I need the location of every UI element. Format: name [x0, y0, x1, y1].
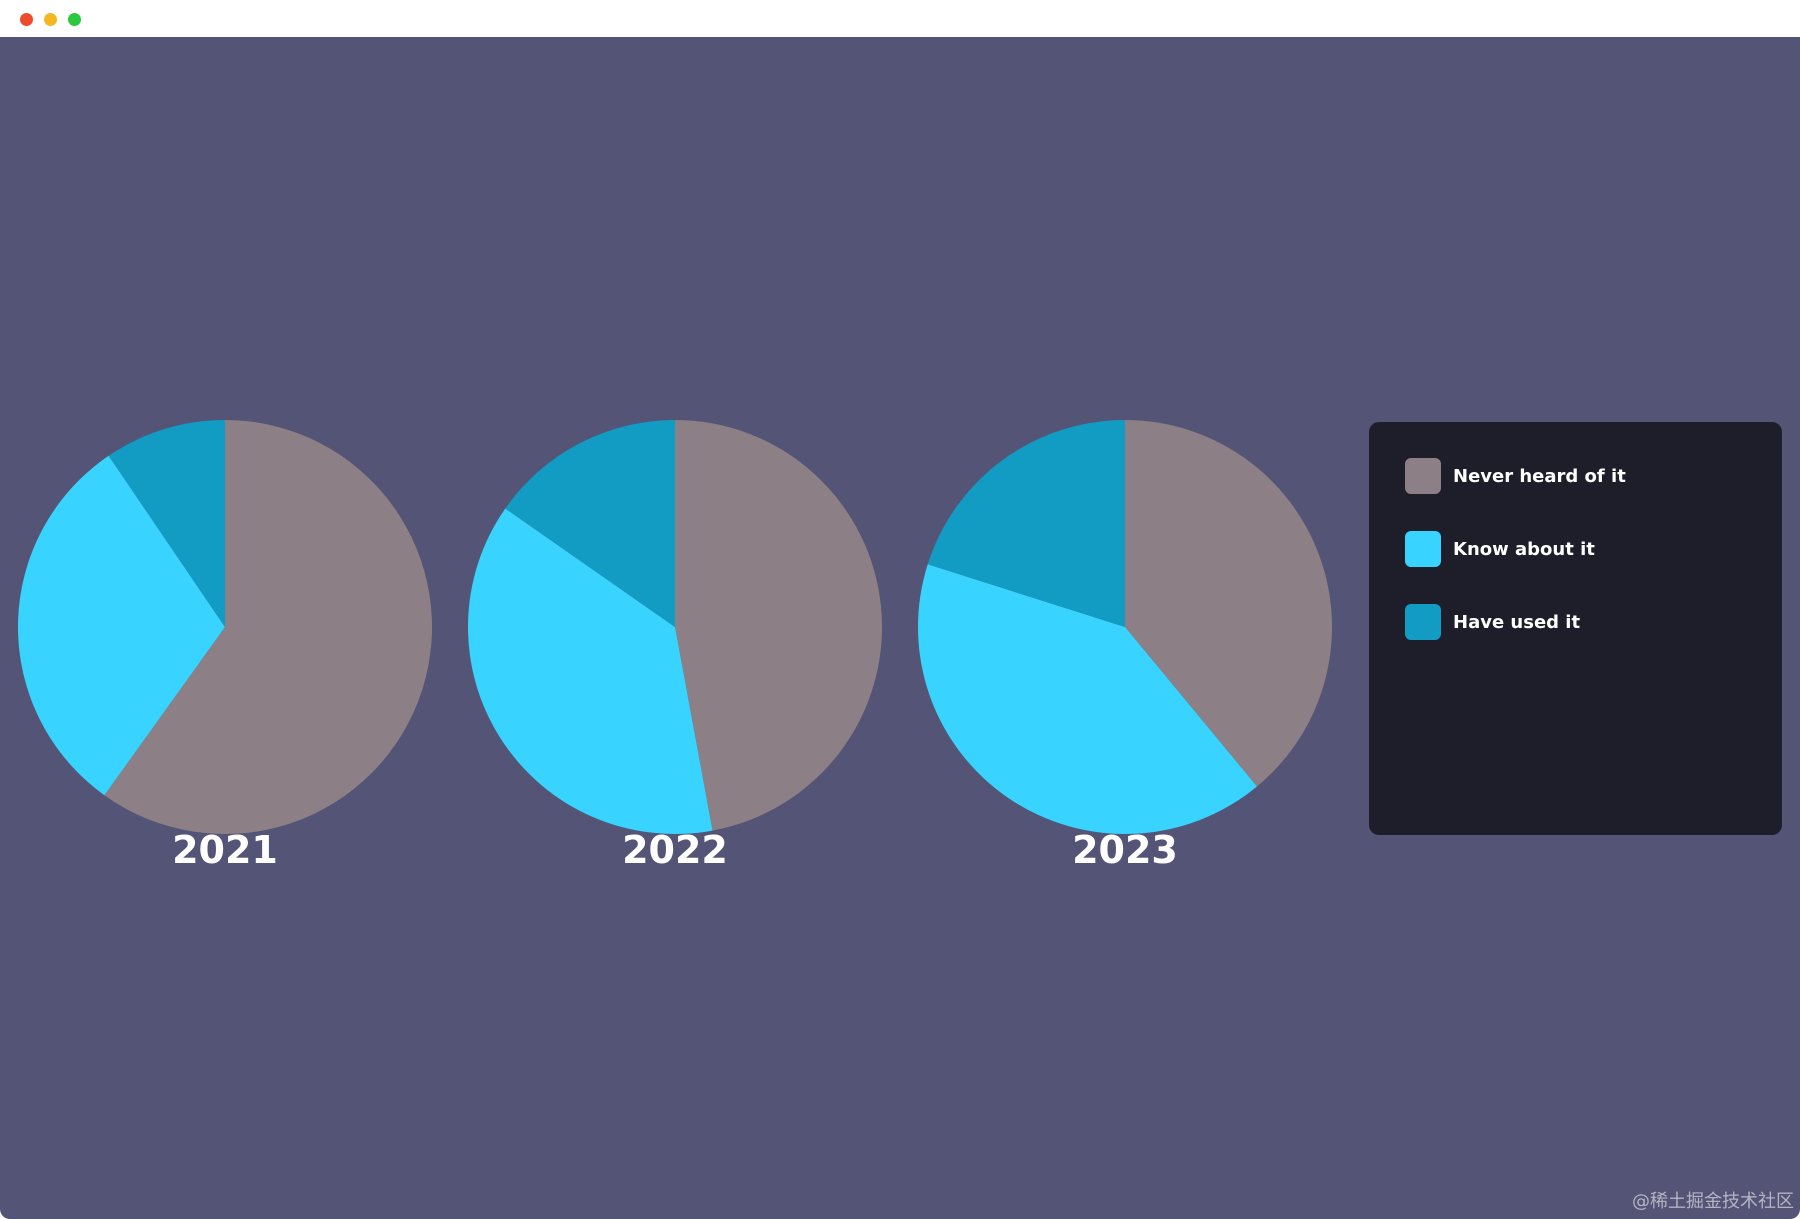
legend-label-have-used: Have used it [1453, 611, 1581, 633]
pie-slice-2021-never[interactable] [104, 420, 433, 834]
pie-slice-2023-know[interactable] [918, 564, 1257, 834]
legend-label-know-about: Know about it [1453, 538, 1595, 560]
pie-chart-2023: 2023 [918, 420, 1332, 872]
legend-swatch-know-about [1405, 531, 1441, 567]
zoom-window-icon[interactable] [68, 13, 81, 26]
pie-slice-2021-know[interactable] [18, 455, 225, 796]
legend-swatch-never-heard [1405, 458, 1441, 494]
close-window-icon[interactable] [20, 13, 33, 26]
pie-slice-2022-never[interactable] [675, 420, 882, 831]
pie-slice-2023-used[interactable] [927, 420, 1125, 627]
legend-label-never-heard: Never heard of it [1453, 465, 1626, 487]
legend-item-never-heard: Never heard of it [1405, 458, 1626, 494]
year-label-2021: 2021 [172, 828, 278, 872]
minimize-window-icon[interactable] [44, 13, 57, 26]
pie-charts: 2021 2022 2023 [18, 420, 1332, 872]
legend-panel: Never heard of it Know about it Have use… [1369, 422, 1782, 835]
pie-slice-2021-used[interactable] [108, 420, 225, 627]
legend-item-have-used: Have used it [1405, 604, 1580, 640]
pie-slice-2022-know[interactable] [467, 508, 713, 834]
pie-chart-2021: 2021 [18, 420, 433, 872]
legend-item-know-about: Know about it [1405, 531, 1595, 567]
watermark-text: @稀土掘金技术社区 [1632, 1191, 1794, 1212]
pie-slice-2023-never[interactable] [1125, 420, 1332, 787]
chart-canvas: 2021 2022 2023 Never heard of it Know abou… [0, 37, 1800, 1219]
title-bar [0, 0, 1800, 37]
year-label-2022: 2022 [622, 828, 728, 872]
pie-chart-2022: 2022 [467, 420, 882, 872]
legend-swatch-have-used [1405, 604, 1441, 640]
year-label-2023: 2023 [1072, 828, 1178, 872]
pie-slice-2022-used[interactable] [505, 420, 675, 627]
